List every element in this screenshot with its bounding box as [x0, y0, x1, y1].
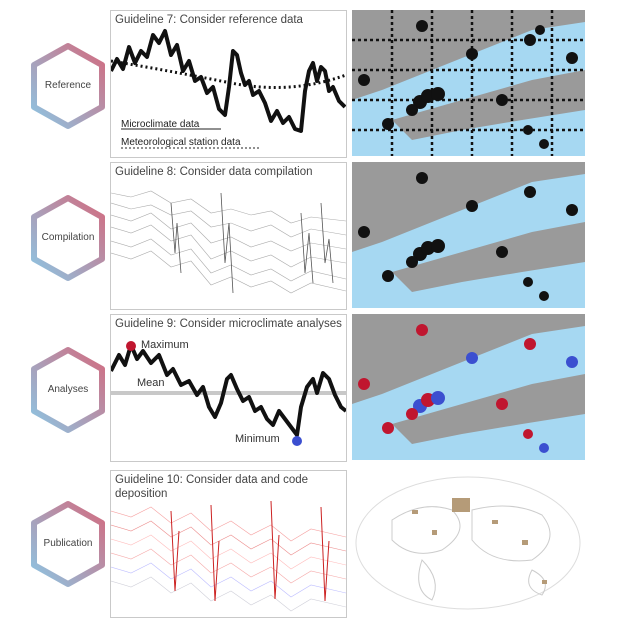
- panel-title-publication-line1: Guideline 10: Consider data and code: [115, 474, 309, 486]
- publication-hexagon-icon: [31, 501, 105, 587]
- panel-title-publication-line2: deposition: [115, 488, 168, 500]
- hex-label-reference: Reference: [44, 80, 92, 91]
- reference-timeseries: [111, 29, 346, 149]
- analyses-panel: Guideline 9: Consider microclimate analy…: [110, 314, 347, 462]
- publication-lines: [111, 500, 346, 612]
- maximum-point: [126, 341, 136, 351]
- analyses-map: [352, 314, 585, 460]
- analyses-timeseries: [111, 341, 346, 446]
- legend-microclimate: Microclimate data: [121, 119, 200, 130]
- compilation-lines: [111, 190, 346, 294]
- label-minimum: Minimum: [235, 433, 280, 445]
- minimum-point: [292, 436, 302, 446]
- panel-title-analyses: Guideline 9: Consider microclimate analy…: [115, 318, 342, 330]
- compilation-hexagon-icon: [31, 195, 105, 281]
- label-maximum: Maximum: [141, 339, 189, 351]
- label-mean: Mean: [137, 377, 165, 389]
- panel-title-reference: Guideline 7: Consider reference data: [115, 14, 303, 26]
- reference-panel: Guideline 7: Consider reference data Mic…: [110, 10, 347, 158]
- panel-title-compilation: Guideline 8: Consider data compilation: [115, 166, 313, 178]
- publication-panel: Guideline 10: Consider data and code dep…: [110, 470, 347, 618]
- publication-world-map: [352, 470, 585, 616]
- compilation-panel: Guideline 8: Consider data compilation: [110, 162, 347, 310]
- analyses-hexagon-icon: [31, 347, 105, 433]
- reference-map: [352, 10, 585, 156]
- hex-label-publication: Publication: [43, 538, 93, 549]
- hex-label-compilation: Compilation: [41, 232, 95, 243]
- legend-station: Meteorological station data: [121, 137, 241, 148]
- panel-title-publication: Guideline 10: Consider data and code dep…: [115, 473, 308, 501]
- reference-hexagon-icon: [31, 43, 105, 129]
- hex-label-analyses: Analyses: [47, 384, 89, 395]
- compilation-map: [352, 162, 585, 308]
